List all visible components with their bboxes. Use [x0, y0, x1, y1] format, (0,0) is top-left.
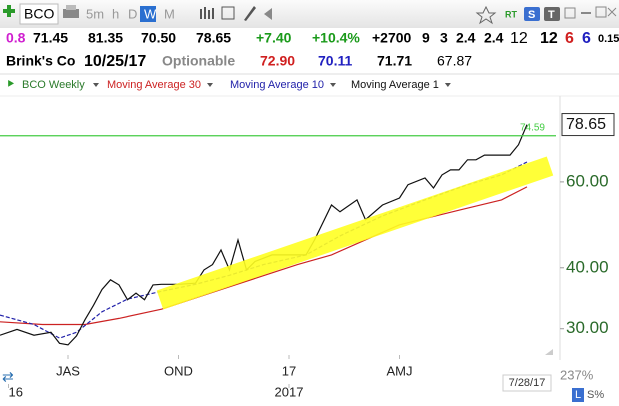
quote-field: 3: [440, 30, 448, 46]
y-tick-label: 60.00: [566, 171, 609, 190]
quote-field: +2700: [372, 30, 412, 46]
right-icons[interactable]: RT S T: [475, 5, 617, 25]
interval[interactable]: 5m: [86, 6, 104, 21]
quote-field: 12: [510, 30, 528, 47]
year-label: 16: [9, 384, 23, 399]
quote-field: 71.45: [33, 30, 68, 46]
highlight: [156, 156, 554, 310]
add-button[interactable]: [3, 5, 15, 17]
info-field: 70.11: [318, 53, 352, 69]
rt-button[interactable]: RT: [505, 9, 517, 19]
interval[interactable]: D: [128, 6, 137, 21]
info-field: 67.87: [437, 53, 472, 69]
x-tick-label: AMJ: [387, 363, 413, 378]
end-date: 7/28/17: [509, 377, 546, 389]
interval-active: [140, 6, 156, 22]
quote-field: 81.35: [88, 30, 123, 46]
dropdown[interactable]: [93, 83, 99, 87]
company-name: Brink's Co: [6, 53, 75, 69]
optionable: Optionable: [162, 53, 235, 69]
quote-field: 78.65: [196, 30, 231, 46]
legend-item[interactable]: Moving Average 10: [230, 79, 324, 91]
print-icon[interactable]: [63, 5, 79, 18]
y-tick-label: 30.00: [566, 318, 609, 337]
quote-field: 9: [422, 30, 430, 46]
dropdown[interactable]: [206, 83, 213, 87]
zoom[interactable]: 237%: [560, 367, 594, 382]
info-field: 72.90: [260, 53, 295, 69]
x-tick-label: OND: [164, 363, 193, 378]
level-label: 74.59: [520, 122, 545, 133]
toolbar: [0, 0, 619, 28]
interval[interactable]: h: [112, 6, 119, 21]
quote-field: +10.4%: [312, 30, 360, 46]
quote-field: 0.15: [598, 33, 619, 45]
last-price-box: [561, 113, 615, 137]
date: 10/25/17: [84, 53, 146, 70]
t-button[interactable]: T: [548, 9, 555, 21]
last-price: 78.65: [566, 116, 606, 133]
date-box: [502, 374, 552, 392]
quote-field: 2.4: [456, 30, 476, 46]
dropdown[interactable]: [329, 83, 336, 87]
series-line: [0, 124, 528, 346]
interval[interactable]: M: [164, 6, 175, 21]
chart-type-icons[interactable]: [200, 6, 272, 21]
quote-field: 70.50: [141, 30, 176, 46]
log-button-box[interactable]: [572, 388, 584, 402]
quote-field: +7.40: [256, 30, 292, 46]
quote-field: 2.4: [484, 30, 504, 46]
y-tick-label: 40.00: [566, 257, 609, 276]
series-line: [0, 161, 528, 339]
symbol[interactable]: BCO: [24, 6, 54, 22]
symbol-box[interactable]: [19, 3, 59, 25]
log-button[interactable]: L: [575, 389, 581, 401]
legend-expander[interactable]: ⯈: [6, 79, 15, 91]
scale-button[interactable]: S%: [587, 389, 604, 401]
legend-title[interactable]: BCO Weekly: [22, 79, 85, 91]
legend-item[interactable]: Moving Average 30: [107, 79, 201, 91]
legend-item[interactable]: Moving Average 1: [351, 79, 439, 91]
interval[interactable]: W: [144, 6, 157, 21]
resize-grip[interactable]: [545, 349, 553, 355]
swap-icon[interactable]: ⇄: [2, 369, 14, 385]
year-label: 2017: [275, 384, 304, 399]
quote-field: 12: [540, 30, 558, 47]
quote-field: 6: [582, 30, 591, 47]
x-tick-label: 17: [282, 363, 296, 378]
dropdown[interactable]: [444, 83, 451, 87]
info-field: 71.71: [377, 53, 412, 69]
x-tick-label: JAS: [56, 363, 80, 378]
quote-field: 6: [565, 30, 574, 47]
series-line: [0, 186, 528, 326]
s-button[interactable]: S: [528, 9, 535, 21]
quote-field: 0.8: [6, 30, 26, 46]
